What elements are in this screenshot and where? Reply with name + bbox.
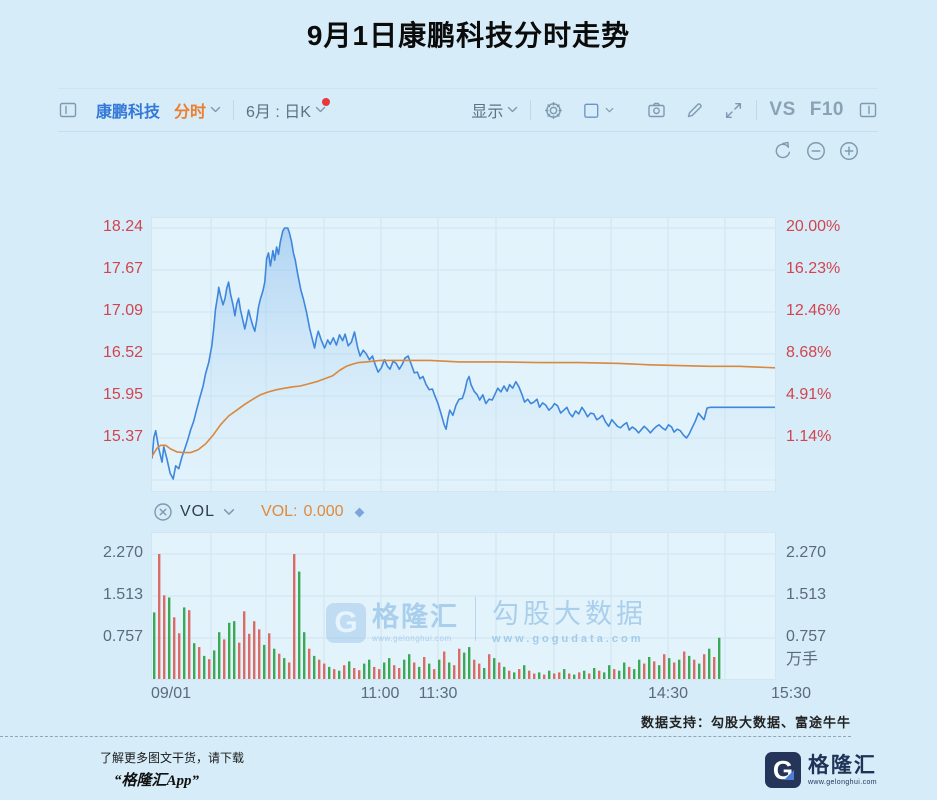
price-axis-label: 15.95: [102, 386, 143, 403]
price-chart-canvas: [152, 218, 775, 491]
period-dropdown[interactable]: 6月 : 日K: [246, 98, 330, 122]
volume-axis-label: 0.757: [102, 628, 143, 645]
volume-axis-label: 1.513: [102, 586, 143, 603]
volume-chart-pane[interactable]: [151, 532, 776, 680]
panel-toggle-icon[interactable]: [58, 100, 78, 120]
diamond-marker-icon: [354, 507, 364, 517]
price-chart-pane[interactable]: [151, 217, 776, 492]
price-axis-label: 16.52: [102, 344, 143, 361]
close-circle-icon[interactable]: [153, 502, 173, 522]
percent-axis-label: 16.23%: [786, 260, 841, 277]
zoom-controls: [772, 140, 860, 162]
footer-promo-line1: 了解更多图文干货，请下载: [100, 751, 245, 765]
percent-axis-label: 20.00%: [786, 218, 841, 235]
page-title: 9月1日康鹏科技分时走势: [306, 20, 631, 51]
time-label: 11:00: [360, 685, 400, 702]
footer-promo-line2: “格隆汇App”: [114, 773, 200, 789]
toolbar-divider: [233, 100, 235, 120]
time-label: 09/01: [151, 685, 192, 702]
vs-compare-button[interactable]: VS: [769, 99, 796, 120]
footer-logo-name: 格隆汇: [807, 753, 877, 777]
footer-logo-url: www.gelonghui.com: [807, 778, 877, 786]
chevron-down-icon: [507, 106, 518, 114]
data-support-text: 数据支持：勾股大数据、富途牛牛: [640, 715, 851, 730]
percent-axis-label: 12.46%: [786, 302, 841, 319]
volume-axis-label: 1.513: [786, 586, 827, 603]
pencil-draw-icon[interactable]: [685, 100, 705, 120]
f10-info-button[interactable]: F10: [809, 99, 844, 120]
dashed-divider: [0, 736, 851, 737]
mode-label: 分时: [174, 104, 207, 121]
chevron-down-icon: [210, 106, 221, 114]
display-dropdown[interactable]: 显示: [471, 98, 518, 122]
chevron-down-icon: [315, 98, 330, 114]
price-axis-label: 17.09: [102, 302, 143, 319]
toolbar-divider: [756, 100, 758, 120]
volume-axis-label: 0.757: [786, 628, 827, 645]
volume-axis-label: 2.270: [786, 544, 827, 561]
volume-chart-canvas: [152, 533, 775, 679]
toolbar-divider: [530, 100, 532, 120]
zoom-out-icon[interactable]: [805, 140, 827, 162]
volume-value: 0.000: [303, 503, 344, 520]
volume-unit-label: 万手: [786, 651, 819, 668]
chevron-down-icon: [605, 107, 614, 114]
volume-axis-label: 2.270: [102, 544, 143, 561]
volume-value-label: VOL:: [261, 503, 298, 520]
period-label: 6月 : 日K: [246, 104, 311, 121]
price-axis-label: 17.67: [102, 260, 143, 277]
panel-right-icon[interactable]: [858, 100, 878, 120]
time-label: 11:30: [418, 685, 458, 702]
chart-style-dropdown[interactable]: [582, 101, 614, 120]
settings-gear-icon[interactable]: [543, 100, 564, 121]
chevron-down-icon[interactable]: [223, 508, 235, 517]
mode-dropdown[interactable]: 分时: [174, 98, 221, 122]
percent-axis-label: 1.14%: [786, 428, 832, 445]
undo-icon[interactable]: [772, 140, 794, 162]
indicator-name: VOL: [180, 503, 216, 520]
time-label: 14:30: [647, 685, 689, 702]
fullscreen-expand-icon[interactable]: [723, 100, 744, 121]
stock-name[interactable]: 康鹏科技: [96, 104, 161, 121]
price-axis-label: 18.24: [102, 218, 143, 235]
notification-dot: [321, 98, 330, 106]
volume-indicator-header: VOL VOL: 0.000: [153, 494, 364, 530]
footer-logo: G 格隆汇 www.gelonghui.com: [764, 752, 877, 788]
percent-axis-label: 4.91%: [786, 386, 832, 403]
zoom-in-icon[interactable]: [838, 140, 860, 162]
camera-screenshot-icon[interactable]: [646, 100, 667, 120]
chart-toolbar: 康鹏科技 分时 6月 : 日K 显示: [58, 88, 878, 132]
time-label: 15:30: [771, 685, 812, 702]
square-style-icon: [582, 101, 601, 120]
price-axis-label: 15.37: [102, 428, 143, 445]
percent-axis-label: 8.68%: [786, 344, 832, 361]
display-label: 显示: [471, 104, 504, 121]
gelonghui-logo-icon: G: [764, 752, 801, 788]
